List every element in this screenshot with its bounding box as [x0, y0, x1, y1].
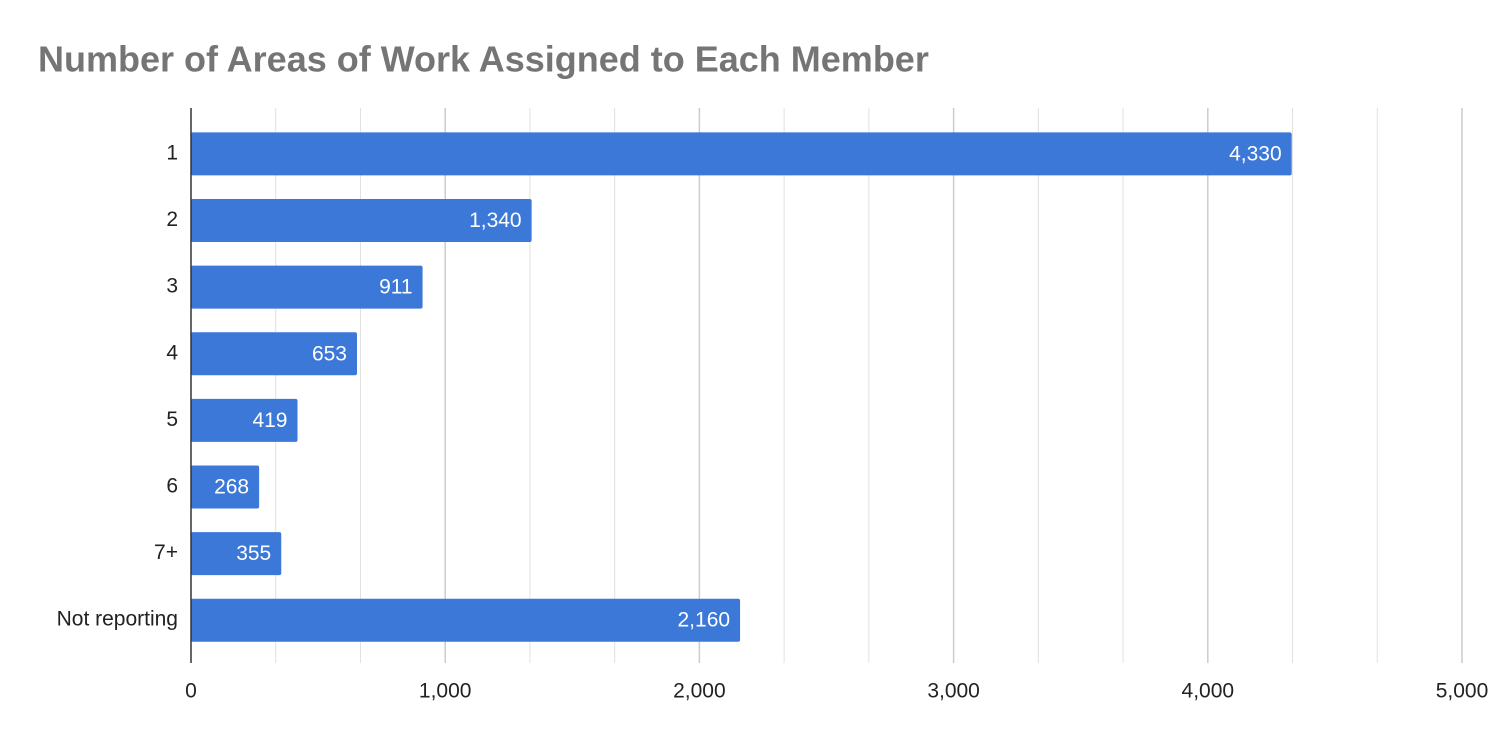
data-label: 911 [379, 276, 412, 299]
y-tick-label: 3 [166, 275, 178, 298]
data-label: 355 [236, 542, 271, 565]
x-tick-label: 2,000 [673, 680, 726, 703]
y-tick-label: 7+ [154, 541, 178, 564]
x-tick-label: 4,000 [1182, 680, 1235, 703]
data-label: 653 [312, 342, 347, 365]
data-label: 2,160 [678, 609, 731, 632]
y-tick-label: 1 [166, 141, 178, 164]
y-tick-label: 2 [166, 208, 178, 231]
data-label: 419 [252, 409, 287, 432]
bar [191, 265, 423, 309]
bar [191, 465, 260, 509]
x-tick-label: 1,000 [419, 680, 472, 703]
bar [191, 532, 282, 576]
x-tick-label: 5,000 [1436, 680, 1489, 703]
bar [191, 598, 741, 642]
chart-title: Number of Areas of Work Assigned to Each… [38, 39, 929, 80]
y-tick-label: Not reporting [57, 608, 178, 631]
y-tick-label: 4 [166, 341, 178, 364]
bar [191, 199, 532, 243]
data-label: 268 [214, 476, 249, 499]
data-label: 4,330 [1229, 142, 1282, 165]
bar [191, 132, 1292, 176]
bar [191, 332, 357, 376]
y-tick-label: 5 [166, 408, 178, 431]
y-tick-label: 6 [166, 475, 178, 498]
x-tick-label: 3,000 [927, 680, 980, 703]
data-label: 1,340 [469, 209, 522, 232]
x-tick-label: 0 [185, 680, 197, 703]
bar [191, 398, 298, 442]
